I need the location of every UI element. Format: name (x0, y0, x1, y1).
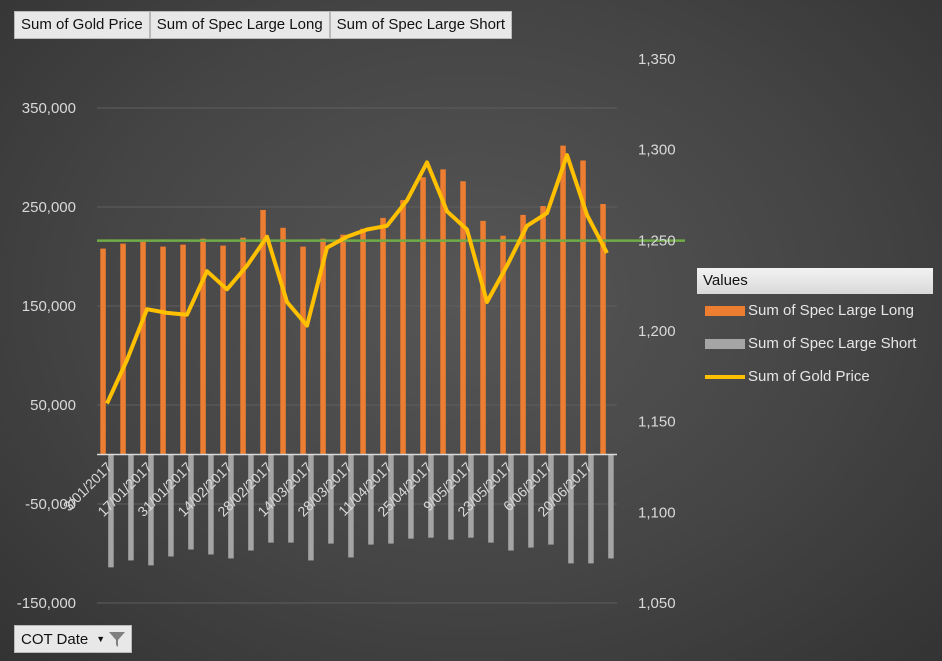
x-axis-labels: 3/01/201717/01/201731/01/201714/02/20172… (60, 459, 596, 520)
gridlines (97, 107, 617, 604)
cot-date-filter-button[interactable]: COT Date ▼ (14, 625, 133, 653)
bar-short-3 (168, 454, 174, 557)
bar-short-12 (348, 454, 354, 558)
bar-long-19 (480, 220, 486, 455)
legend-swatch-gold (705, 374, 745, 379)
bar-short-10 (308, 454, 314, 561)
bar-short-21 (528, 454, 534, 548)
bar-short-14 (388, 454, 394, 544)
bar-short-15 (408, 454, 414, 539)
bar-short-16 (428, 454, 434, 538)
bar-short-9 (288, 454, 294, 543)
bar-long-8 (260, 209, 266, 455)
bar-long-0 (100, 248, 106, 455)
legend-label-short: Sum of Spec Large Short (748, 335, 917, 352)
bar-long-7 (240, 237, 246, 455)
bar-short-18 (468, 454, 474, 538)
bar-long-11 (320, 238, 326, 455)
bar-short-24 (588, 454, 594, 564)
legend-label-long: Sum of Spec Large Long (748, 302, 914, 319)
legend-item-long[interactable]: Sum of Spec Large Long (697, 294, 933, 327)
legend-item-short[interactable]: Sum of Spec Large Short (697, 327, 933, 360)
bar-long-4 (180, 244, 186, 455)
bar-short-4 (188, 454, 194, 550)
y-right-tick-label-5: 1,100 (638, 504, 676, 521)
bar-short-7 (248, 454, 254, 551)
bar-short-0 (108, 454, 114, 568)
legend-swatch-long (705, 305, 745, 316)
bar-long-10 (300, 246, 306, 455)
bar-long-16 (420, 177, 426, 455)
bar-long-25 (600, 204, 606, 455)
field-button-gold-price[interactable]: Sum of Gold Price (14, 11, 150, 39)
y-left-tick-label-2: 150,000 (22, 298, 76, 315)
field-button-spec-large-short[interactable]: Sum of Spec Large Short (329, 11, 513, 39)
bar-short-8 (268, 454, 274, 543)
y-left-tick-label-1: 250,000 (22, 199, 76, 216)
field-button-spec-large-long[interactable]: Sum of Spec Large Long (149, 11, 330, 39)
bar-long-23 (560, 145, 566, 455)
left-axis-labels: 350,000 250,000 150,000 50,000 -50,000 -150,0… (17, 100, 76, 612)
bar-short-25 (608, 454, 614, 559)
bar-long-3 (160, 246, 166, 455)
y-left-tick-label-0: 350,000 (22, 100, 76, 117)
bar-series (100, 145, 614, 568)
bar-long-22 (540, 206, 546, 455)
bar-short-23 (568, 454, 574, 564)
legend: Values Sum of Spec Large Long Sum of Spe… (697, 268, 933, 393)
legend-swatch-short (705, 338, 745, 349)
filter-icon (109, 632, 126, 647)
bar-long-21 (520, 214, 526, 455)
bar-short-19 (488, 454, 494, 543)
y-right-tick-label-6: 1,050 (638, 595, 676, 612)
bar-short-2 (148, 454, 154, 566)
y-left-tick-label-4: -50,000 (25, 496, 76, 513)
bar-long-20 (500, 235, 506, 455)
bar-long-17 (440, 169, 446, 455)
bar-short-22 (548, 454, 554, 545)
y-right-tick-label-2: 1,250 (638, 232, 676, 249)
y-right-tick-label-4: 1,150 (638, 414, 676, 431)
bar-long-5 (200, 238, 206, 455)
legend-title: Values (697, 268, 933, 294)
y-left-tick-label-5: -150,000 (17, 595, 76, 612)
y-left-tick-label-3: 50,000 (30, 397, 76, 414)
y-right-tick-label-0: 1,350 (638, 51, 676, 68)
pivot-field-buttons: Sum of Gold Price Sum of Spec Large Long… (14, 11, 513, 39)
bar-long-2 (140, 240, 146, 455)
bar-long-12 (340, 234, 346, 455)
gold-price-line (105, 153, 609, 405)
bar-long-14 (380, 217, 386, 455)
bar-long-24 (580, 160, 586, 455)
bar-long-15 (400, 200, 406, 455)
dropdown-arrow-icon: ▼ (96, 634, 106, 644)
bar-short-11 (328, 454, 334, 544)
bar-short-5 (208, 454, 214, 555)
y-right-tick-label-3: 1,200 (638, 323, 676, 340)
bar-short-20 (508, 454, 514, 551)
bar-short-6 (228, 454, 234, 559)
bar-long-1 (120, 243, 126, 455)
bar-short-13 (368, 454, 374, 545)
legend-label-gold: Sum of Gold Price (748, 368, 870, 385)
y-right-tick-label-1: 1,300 (638, 142, 676, 159)
cot-date-label: COT Date (21, 630, 89, 648)
right-axis-labels: 1,350 1,300 1,250 1,200 1,150 1,100 1,050 (638, 51, 676, 612)
legend-item-gold[interactable]: Sum of Gold Price (697, 360, 933, 393)
bar-short-1 (128, 454, 134, 561)
bar-long-13 (360, 228, 366, 455)
bar-short-17 (448, 454, 454, 540)
bar-long-6 (220, 245, 226, 455)
bar-long-18 (460, 181, 466, 455)
bar-long-9 (280, 227, 286, 455)
